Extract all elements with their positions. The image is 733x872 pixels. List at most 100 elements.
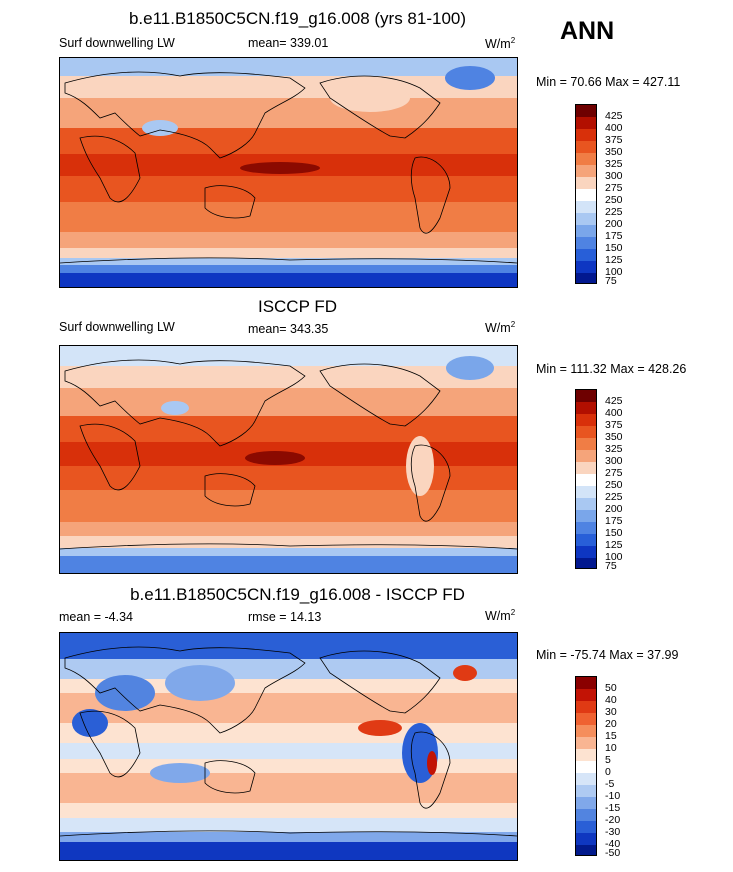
colorbar-label: 15 [605,730,617,742]
panel-title: ISCCP FD [257,297,338,316]
colorbar-difference [575,676,597,856]
colorbar-swatch [576,438,596,450]
colorbar-swatch [576,510,596,522]
colorbar-label: 125 [605,254,623,266]
colorbar-swatch [576,677,596,689]
colorbar-swatch [576,737,596,749]
colorbar-label: 250 [605,194,623,206]
colorbar-label: 100 [605,551,623,563]
colorbar-label: 0 [605,766,611,778]
colorbar-label: 250 [605,479,623,491]
colorbar-swatch [576,546,596,558]
colorbar-label: 200 [605,503,623,515]
map-field-observations [60,346,517,573]
variable-label: Surf downwelling LW [59,36,175,50]
minmax-label: Min = 111.32 Max = 428.26 [536,362,687,376]
colorbar-label: 350 [605,431,623,443]
colorbar-label: 275 [605,467,623,479]
colorbar-label: 225 [605,206,623,218]
colorbar-label: -20 [605,814,621,826]
colorbar-label: 200 [605,218,623,230]
colorbar-label: 400 [605,122,623,134]
colorbar-label: 20 [605,718,617,730]
colorbar-swatch [576,713,596,725]
map-observations [59,345,518,574]
mean-label: mean= 343.35 [248,322,329,336]
colorbar-label: 225 [605,491,623,503]
colorbar-swatch [576,117,596,129]
colorbar-label: 150 [605,242,623,254]
colorbar-label: 400 [605,407,623,419]
minmax-label: Min = 70.66 Max = 427.11 [536,75,681,89]
colorbar-swatch [576,273,596,283]
colorbar-label: 150 [605,527,623,539]
colorbar-label: 300 [605,455,623,467]
colorbar-swatch [576,189,596,201]
colorbar-swatch [576,261,596,273]
panel-title: b.e11.B1850C5CN.f19_g16.008 (yrs 81-100) [128,9,467,28]
colorbar-label: 375 [605,134,623,146]
colorbar-swatch [576,225,596,237]
colorbar-swatch [576,785,596,797]
colorbar-swatch [576,165,596,177]
colorbar-swatch [576,201,596,213]
colorbar-label: 30 [605,706,617,718]
colorbar-label: 275 [605,182,623,194]
coastlines [60,646,517,837]
colorbar-swatch [576,701,596,713]
mean-label: mean= 339.01 [248,36,329,50]
colorbar-label: 10 [605,742,617,754]
units-label: W/m2 [485,320,516,336]
coastlines [60,71,517,264]
colorbar-label: 375 [605,419,623,431]
colorbar-label: 175 [605,515,623,527]
colorbar-swatch [576,761,596,773]
colorbar-swatch [576,474,596,486]
variable-label: Surf downwelling LW [59,320,175,334]
colorbar-swatch [576,689,596,701]
colorbar-swatch [576,558,596,568]
colorbar-model [575,104,597,284]
colorbar-swatch [576,462,596,474]
colorbar-label: 75 [605,560,617,572]
colorbar-label: -40 [605,838,621,850]
units-label: W/m2 [485,608,516,624]
colorbar-label: 125 [605,539,623,551]
colorbar-swatch [576,486,596,498]
coastlines [60,359,517,550]
colorbar-swatch [576,797,596,809]
colorbar-swatch [576,498,596,510]
colorbar-swatch [576,414,596,426]
colorbar-label: -50 [605,847,621,859]
colorbar-swatch [576,141,596,153]
colorbar-swatch [576,153,596,165]
colorbar-swatch [576,390,596,402]
colorbar-label: 325 [605,158,623,170]
colorbar-label: 75 [605,275,617,287]
colorbar-swatch [576,213,596,225]
colorbar-label: 175 [605,230,623,242]
colorbar-label: 100 [605,266,623,278]
colorbar-label: 425 [605,395,623,407]
colorbar-label: 425 [605,110,623,122]
colorbar-label: 350 [605,146,623,158]
colorbar-swatch [576,725,596,737]
colorbar-swatch [576,809,596,821]
colorbar-swatch [576,845,596,855]
colorbar-label: 325 [605,443,623,455]
season-label: ANN [560,17,615,45]
colorbar-swatch [576,426,596,438]
colorbar-label: 300 [605,170,623,182]
colorbar-swatch [576,833,596,845]
mean-label: mean = -4.34 [59,610,134,624]
colorbar-swatch [576,129,596,141]
map-field-difference [60,633,517,860]
colorbar-label: 50 [605,682,617,694]
rmse-label: rmse = 14.13 [248,610,322,624]
colorbar-observations [575,389,597,569]
colorbar-swatch [576,773,596,785]
colorbar-swatch [576,534,596,546]
colorbar-label: -30 [605,826,621,838]
units-label: W/m2 [485,36,516,52]
colorbar-swatch [576,105,596,117]
